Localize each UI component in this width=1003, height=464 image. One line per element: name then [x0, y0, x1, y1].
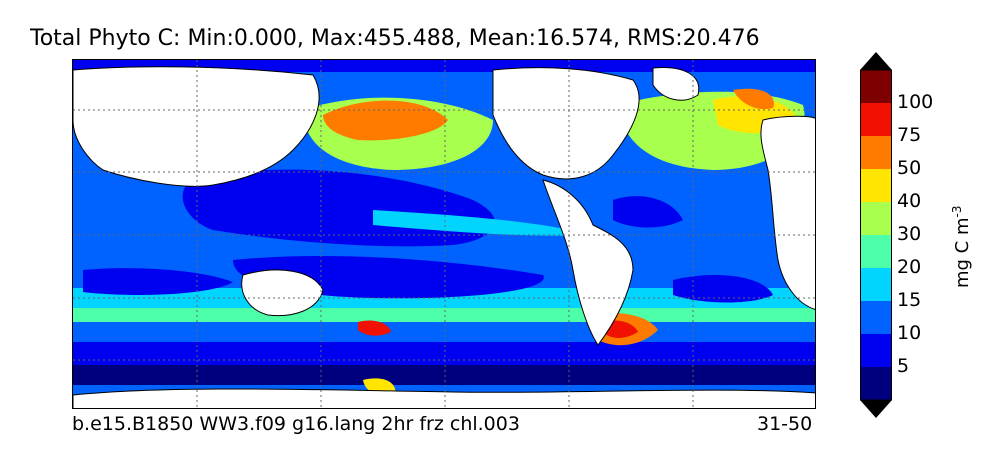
greenland	[652, 66, 700, 101]
case-name: b.e15.B1850 WW3.f09 g16.lang 2hr frz chl…	[72, 413, 520, 435]
map-panel	[72, 59, 816, 409]
colorbar-bin	[860, 169, 892, 202]
colorbar-bin	[860, 235, 892, 268]
equatorial-band	[373, 210, 593, 236]
asia	[73, 66, 320, 187]
units-text: mg C m	[952, 217, 973, 288]
colorbar-bin	[860, 136, 892, 169]
nz-bloom	[358, 320, 391, 336]
units-exponent: -3	[950, 205, 964, 218]
colorbar-tick-label: 75	[897, 124, 922, 146]
colorbar-tick-label: 5	[897, 355, 910, 377]
north-america	[492, 67, 640, 180]
colorbar-tick-label: 30	[897, 223, 922, 245]
natl-orange	[733, 88, 774, 110]
antarctica	[73, 388, 815, 408]
arctic-band	[73, 60, 815, 72]
satl-gyre	[673, 275, 773, 303]
colorbar-bin	[860, 70, 892, 103]
antarctic-dark	[73, 365, 815, 385]
colorbar-under-triangle	[860, 400, 892, 418]
south-america	[542, 179, 634, 346]
colorbar-tick-label: 50	[897, 157, 922, 179]
australia	[241, 269, 324, 317]
colorbar-tick-label: 15	[897, 289, 922, 311]
indian-gyre	[83, 268, 233, 295]
colorbar-bin	[860, 367, 892, 400]
colorbar-tick-label: 100	[897, 91, 934, 113]
colorbar-bin	[860, 334, 892, 367]
colorbar-bin	[860, 268, 892, 301]
ocean-map	[73, 60, 815, 408]
land	[73, 66, 815, 408]
colorbar-units: mg C m-3	[950, 206, 973, 288]
colorbar-tick-label: 20	[897, 256, 922, 278]
colorbar-over-triangle	[860, 52, 892, 70]
colorbar-tick-label: 40	[897, 190, 922, 212]
gridlines	[73, 60, 815, 408]
colorbar-bin	[860, 103, 892, 136]
npac-bloom	[323, 100, 448, 141]
africa-europe	[760, 115, 815, 310]
colorbar-bin	[860, 301, 892, 334]
colorbar-outline	[860, 69, 892, 401]
plot-title: Total Phyto C: Min:0.000, Max:455.488, M…	[30, 26, 760, 51]
year-range: 31-50	[757, 413, 813, 435]
colorbar-tick-label: 10	[897, 322, 922, 344]
natl-gyre	[613, 196, 683, 228]
colorbar-bin	[860, 202, 892, 235]
colorbar	[860, 52, 892, 418]
